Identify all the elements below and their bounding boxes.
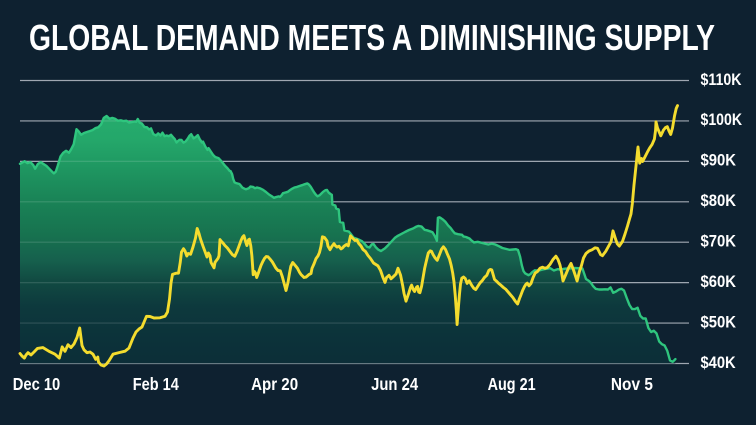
svg-text:$80K: $80K bbox=[701, 192, 737, 210]
svg-text:$90K: $90K bbox=[701, 152, 737, 170]
svg-text:$40K: $40K bbox=[701, 354, 736, 372]
svg-text:Nov 5: Nov 5 bbox=[611, 374, 653, 394]
svg-text:Jun 24: Jun 24 bbox=[371, 374, 418, 394]
svg-text:Apr 20: Apr 20 bbox=[251, 374, 298, 394]
svg-text:Dec 10: Dec 10 bbox=[13, 374, 61, 394]
svg-text:$70K: $70K bbox=[701, 233, 737, 251]
svg-text:$60K: $60K bbox=[701, 273, 737, 291]
svg-text:GLOBAL DEMAND MEETS A DIMINISH: GLOBAL DEMAND MEETS A DIMINISHING SUPPLY bbox=[29, 17, 715, 58]
svg-text:$100K: $100K bbox=[701, 111, 743, 129]
svg-text:$110K: $110K bbox=[701, 71, 742, 89]
svg-text:Feb 14: Feb 14 bbox=[133, 374, 179, 394]
svg-text:$50K: $50K bbox=[701, 313, 737, 331]
svg-text:Aug 21: Aug 21 bbox=[488, 374, 536, 394]
